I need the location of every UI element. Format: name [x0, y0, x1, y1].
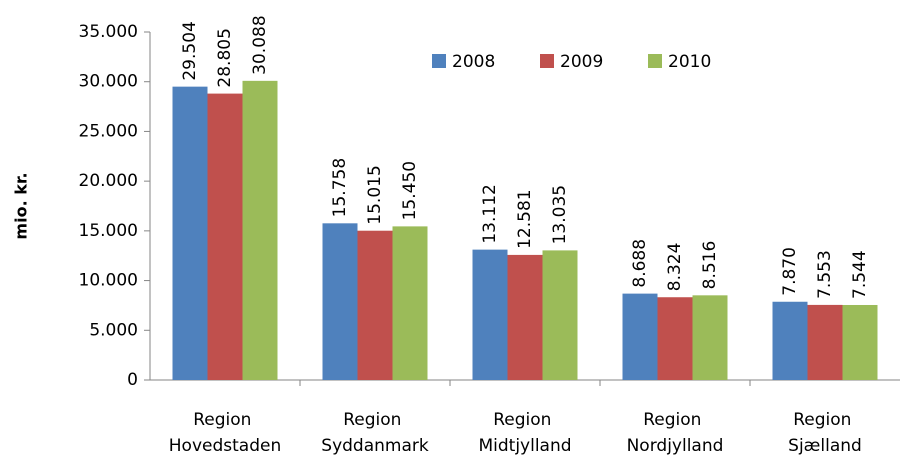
bar: [322, 223, 358, 380]
x-tick-label: Region Nordjylland: [627, 410, 724, 456]
data-label: 15.758: [330, 158, 350, 217]
data-label: 30.088: [250, 15, 270, 74]
bar: [542, 250, 578, 380]
data-label: 15.450: [400, 161, 420, 220]
legend-label: 2010: [668, 52, 711, 72]
bar: [207, 93, 243, 380]
data-label: 29.504: [180, 21, 200, 80]
data-label: 13.112: [480, 184, 500, 243]
y-axis-label: mio. kr.: [12, 172, 31, 239]
legend-swatch: [540, 54, 554, 68]
x-tick-label: Region Sjælland: [788, 410, 862, 456]
legend-swatch: [648, 54, 662, 68]
bar: [242, 80, 278, 380]
data-label: 7.870: [780, 247, 800, 296]
data-label: 8.688: [630, 239, 650, 288]
bar: [472, 249, 508, 380]
data-label: 8.516: [700, 241, 720, 290]
data-label: 13.035: [550, 185, 570, 244]
y-tick-label: 30.000: [79, 72, 138, 92]
x-tick-label: Region Hovedstaden: [169, 410, 281, 456]
y-tick-label: 20.000: [79, 171, 138, 191]
data-label: 28.805: [215, 28, 235, 87]
data-label: 12.581: [515, 189, 535, 248]
bar: [657, 297, 693, 380]
data-label: 7.544: [850, 250, 870, 299]
y-tick-label: 5.000: [89, 320, 138, 340]
legend-label: 2008: [452, 52, 495, 72]
bar: [807, 304, 843, 380]
bar: [507, 254, 543, 380]
legend-swatch: [432, 54, 446, 68]
data-label: 8.324: [665, 243, 685, 292]
legend-label: 2009: [560, 52, 603, 72]
x-tick-label: Region Syddanmark: [321, 410, 429, 456]
bar: [392, 226, 428, 380]
y-tick-label: 15.000: [79, 221, 138, 241]
x-tick-label: Region Midtjylland: [478, 410, 571, 456]
y-tick-label: 35.000: [79, 22, 138, 42]
bar: [357, 230, 393, 380]
bar: [172, 86, 208, 381]
bar: [842, 304, 878, 380]
bar: [692, 295, 728, 380]
y-tick-label: 10.000: [79, 271, 138, 291]
bar: [772, 301, 808, 380]
bar: [622, 293, 658, 380]
y-tick-label: 25.000: [79, 121, 138, 141]
data-label: 15.015: [365, 165, 385, 224]
data-label: 7.553: [815, 250, 835, 299]
y-tick-label: 0: [127, 370, 138, 390]
